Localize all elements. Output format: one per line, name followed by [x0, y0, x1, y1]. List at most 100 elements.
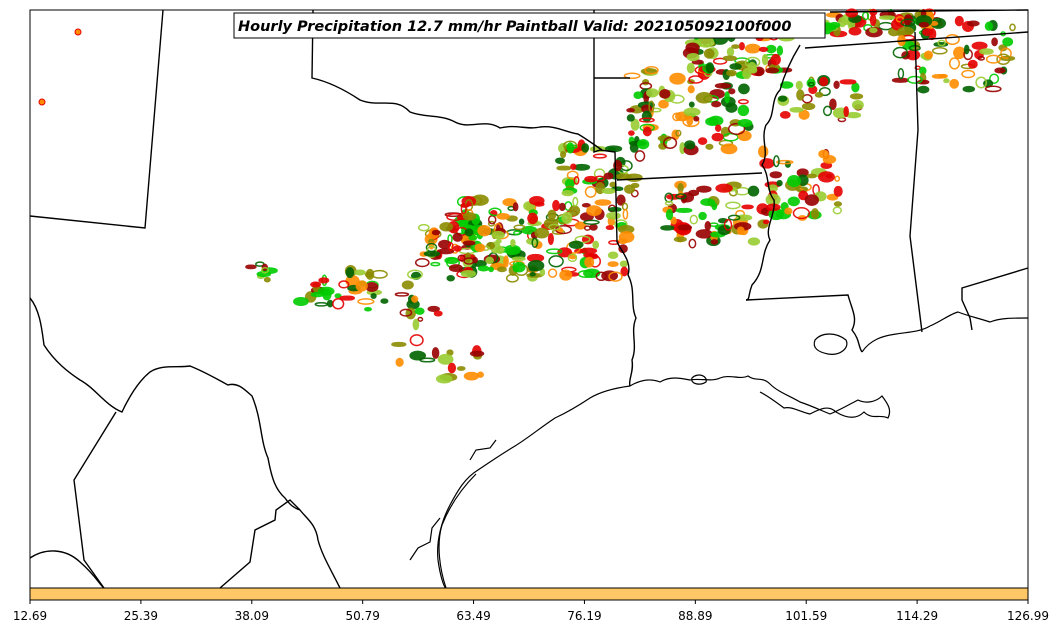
precip-blob [822, 155, 837, 164]
la-ms-border [745, 294, 863, 353]
precip-blob [689, 214, 699, 225]
precip-blob [460, 269, 477, 278]
precip-blob [737, 130, 752, 142]
precip-blob [556, 165, 572, 171]
precip-blob [900, 18, 916, 27]
precip-blob [991, 37, 998, 47]
precip-blob [310, 281, 322, 288]
precip-blob [747, 237, 761, 246]
precip-blob [326, 299, 334, 308]
precip-blob [677, 182, 684, 193]
precip-blob [686, 62, 695, 74]
precip-blob [695, 92, 713, 104]
precip-blob [704, 221, 712, 231]
precip-blob [796, 89, 805, 101]
precip-blob [705, 62, 715, 74]
precip-blob [675, 207, 693, 213]
precip-blob [711, 101, 722, 108]
precip-blob [365, 282, 379, 292]
precip-blob [712, 57, 728, 65]
precip-blob [725, 102, 738, 113]
precip-blob [453, 245, 462, 252]
precip-blob [994, 67, 1006, 74]
precip-blob [431, 347, 440, 359]
precip-blob [345, 267, 355, 279]
precip-blob [74, 28, 82, 36]
precip-blob [949, 78, 960, 89]
precip-blob [477, 265, 490, 272]
precip-blob [547, 232, 554, 246]
precip-blob [834, 175, 841, 182]
precip-blob [332, 298, 345, 310]
precip-blob [777, 95, 788, 102]
precip-blob [826, 193, 839, 201]
precip-blob [513, 230, 521, 236]
precip-blob [391, 341, 407, 347]
precip-blob [789, 106, 804, 113]
colorbar-tick-label: 25.39 [124, 609, 158, 623]
precip-blob [380, 298, 389, 304]
precip-blob [737, 104, 750, 117]
precip-blob [603, 172, 614, 180]
precip-blob [711, 132, 724, 142]
precip-blob [548, 223, 561, 231]
precip-blob [531, 237, 539, 248]
precip-blob [776, 159, 794, 165]
precip-blob [339, 295, 355, 301]
precip-blob [741, 204, 754, 210]
precip-blob [644, 66, 659, 75]
precip-blob [683, 107, 701, 117]
precip-blob [511, 256, 526, 262]
precip-blob [615, 173, 632, 180]
mexico-state-line-2 [219, 499, 301, 589]
precip-blob [570, 163, 577, 170]
mexico-state-line-1 [73, 411, 117, 589]
precip-blob [439, 222, 454, 232]
precip-blob [989, 73, 1000, 84]
ky-tn-border [829, 9, 1029, 13]
precip-blob [364, 271, 374, 278]
precip-blob [38, 98, 46, 106]
precip-blob [810, 208, 820, 220]
bay-inlet-2 [469, 439, 497, 461]
colorbar: 12.69 25.39 38.09 50.79 63.49 76.19 88.89 101.5… [13, 587, 1049, 623]
precip-blob [583, 225, 591, 231]
precip-blob [594, 199, 612, 206]
precip-blob [437, 353, 454, 365]
precip-blob [948, 57, 961, 70]
precip-blob [975, 76, 988, 89]
precip-blob [698, 211, 707, 221]
precip-blob [245, 264, 257, 270]
precip-blob [750, 66, 758, 74]
precip-blob [589, 223, 598, 231]
precip-blob [963, 44, 970, 55]
precip-blob [355, 280, 368, 292]
precip-blob [399, 308, 413, 317]
precip-blob [822, 105, 833, 117]
precip-blob [401, 280, 414, 290]
barrier-island [438, 473, 477, 589]
precip-blob [897, 68, 905, 80]
precip-blob [469, 350, 485, 357]
precip-blob [897, 26, 914, 36]
colorbar-fill [29, 587, 1029, 601]
precip-blob [468, 234, 478, 241]
precip-blob [923, 50, 934, 60]
colorbar-tick-label: 126.99 [1007, 609, 1049, 623]
colorbar-tick-label: 101.59 [785, 609, 827, 623]
precip-blob [762, 219, 770, 225]
precip-blob [729, 63, 742, 70]
bay-inlet-1 [409, 517, 441, 561]
precip-blob [659, 89, 671, 99]
precip-blob [513, 224, 526, 231]
precip-blob [703, 48, 715, 59]
precip-blob [837, 16, 847, 28]
precip-blob [457, 254, 466, 262]
precip-blob [658, 99, 669, 109]
map-title: Hourly Precipitation 12.7 mm/hr Paintbal… [238, 19, 792, 35]
precip-blob [527, 212, 538, 225]
precip-blob [971, 41, 988, 50]
precip-blob [693, 116, 700, 122]
precip-blob [488, 207, 502, 217]
precip-blob [779, 81, 794, 89]
